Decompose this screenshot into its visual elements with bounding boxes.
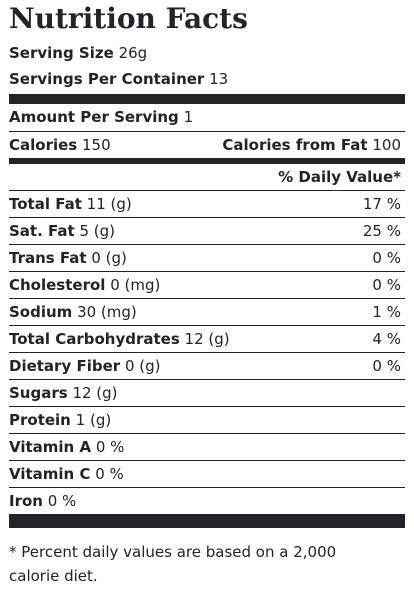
nutrient: Trans Fat 0 (g) [9, 245, 127, 271]
daily-value: 0 % [372, 276, 401, 294]
nutrient-row: Sugars 12 (g) [9, 380, 405, 407]
daily-value: 0 % [372, 357, 401, 375]
nutrient: Dietary Fiber 0 (g) [9, 353, 160, 379]
daily-value: 1 % [372, 303, 401, 321]
nutrient-label: Vitamin A [9, 438, 92, 456]
nutrition-label: Nutrition Facts Serving Size 26g Serving… [9, 2, 405, 585]
nutrient-amount: 30 (mg) [77, 303, 137, 321]
label: Servings Per Container [9, 70, 205, 88]
nutrient-label: Dietary Fiber [9, 357, 121, 375]
divider [9, 94, 405, 104]
nutrient-amount: 0 % [95, 465, 124, 483]
value: 26g [118, 44, 148, 62]
nutrient-label: Iron [9, 492, 43, 510]
nutrient-rows: Total Fat 11 (g) 17 % Sat. Fat 5 (g) 25 % Tr… [9, 191, 405, 515]
label: Amount Per Serving [9, 108, 179, 126]
nutrient-amount: 0 (g) [91, 249, 127, 267]
divider [9, 158, 405, 164]
nutrient: Total Carbohydrates 12 (g) [9, 326, 230, 352]
serving-size: Serving Size 26g [9, 40, 405, 66]
nutrient-amount: 0 (mg) [110, 276, 161, 294]
nutrient-label: Sugars [9, 384, 68, 402]
nutrient-row: Iron 0 % [9, 488, 405, 515]
title: Nutrition Facts [9, 2, 248, 35]
amount-per-serving: Amount Per Serving 1 [9, 104, 405, 132]
nutrient-row: Vitamin C 0 % [9, 461, 405, 488]
calories: Calories 150 Calories from Fat 100 [9, 132, 405, 158]
nutrient: Cholesterol 0 (mg) [9, 272, 160, 298]
value: 150 [82, 136, 111, 154]
daily-value: 25 % [362, 222, 401, 240]
nutrient-row: Sat. Fat 5 (g) 25 % [9, 218, 405, 245]
nutrient-label: Total Fat [9, 195, 82, 213]
nutrient-row: Total Fat 11 (g) 17 % [9, 191, 405, 218]
label: Serving Size [9, 44, 114, 62]
nutrient-label: Protein [9, 411, 71, 429]
nutrient: Vitamin C 0 % [9, 461, 124, 487]
nutrient: Sat. Fat 5 (g) [9, 218, 115, 244]
footnote: * Percent daily values are based on a 2,… [9, 543, 337, 585]
label: Calories from Fat [222, 136, 368, 154]
nutrient-label: Cholesterol [9, 276, 106, 294]
divider [9, 515, 405, 528]
nutrient-amount: 12 (g) [72, 384, 118, 402]
nutrient: Sugars 12 (g) [9, 380, 118, 406]
nutrient: Sodium 30 (mg) [9, 299, 137, 325]
nutrient-label: Trans Fat [9, 249, 87, 267]
nutrient-row: Protein 1 (g) [9, 407, 405, 434]
value: 13 [209, 70, 229, 88]
servings-per-container: Servings Per Container 13 [9, 66, 405, 92]
nutrient-amount: 5 (g) [79, 222, 116, 240]
daily-value: 4 % [372, 330, 401, 348]
nutrient-label: Vitamin C [9, 465, 91, 483]
nutrient-row: Trans Fat 0 (g) 0 % [9, 245, 405, 272]
nutrient-row: Sodium 30 (mg) 1 % [9, 299, 405, 326]
nutrient: Total Fat 11 (g) [9, 191, 132, 217]
nutrient-row: Vitamin A 0 % [9, 434, 405, 461]
nutrient: Protein 1 (g) [9, 407, 111, 433]
nutrient-amount: 1 (g) [75, 411, 112, 429]
nutrient-row: Dietary Fiber 0 (g) 0 % [9, 353, 405, 380]
nutrient-amount: 11 (g) [86, 195, 132, 213]
nutrient-label: Sat. Fat [9, 222, 75, 240]
nutrient: Iron 0 % [9, 488, 76, 514]
daily-value: 0 % [372, 249, 401, 267]
label: Calories [9, 136, 78, 154]
value: 100 [372, 136, 401, 154]
nutrient-amount: 0 % [47, 492, 77, 510]
nutrient: Vitamin A 0 % [9, 434, 124, 460]
nutrient-label: Total Carbohydrates [9, 330, 180, 348]
nutrient-label: Sodium [9, 303, 73, 321]
nutrient-row: Total Carbohydrates 12 (g) 4 % [9, 326, 405, 353]
nutrient-row: Cholesterol 0 (mg) 0 % [9, 272, 405, 299]
header: % Daily Value* [278, 168, 401, 186]
daily-value: 17 % [362, 195, 401, 213]
nutrient-amount: 12 (g) [184, 330, 230, 348]
nutrient-amount: 0 (g) [124, 357, 161, 375]
value: 1 [183, 108, 194, 126]
daily-value-header: % Daily Value* [9, 164, 405, 191]
nutrient-amount: 0 % [95, 438, 125, 456]
